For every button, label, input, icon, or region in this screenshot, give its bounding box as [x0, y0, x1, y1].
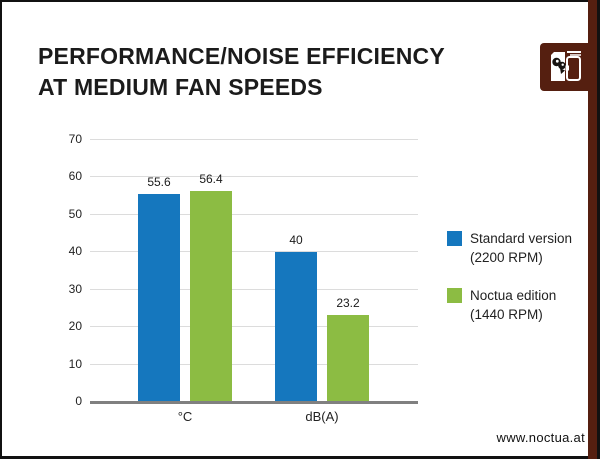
right-border [597, 0, 600, 459]
brand-strip [588, 0, 597, 459]
legend-item: Noctua edition (1440 RPM) [447, 286, 572, 324]
gridline [90, 213, 418, 215]
y-tick-label: 0 [75, 394, 82, 408]
legend-label-line2: (2200 RPM) [470, 250, 543, 265]
gridline [90, 176, 418, 178]
gridline [90, 139, 418, 140]
x-category-label: °C [177, 409, 193, 424]
x-axis-line [90, 401, 418, 404]
title-line-2: AT MEDIUM FAN SPEEDS [38, 74, 323, 100]
gridline [90, 251, 418, 253]
bottom-border [0, 456, 600, 459]
bar-standard-celsius [138, 193, 180, 402]
legend-swatch [447, 231, 462, 246]
y-tick-label: 40 [68, 244, 82, 259]
bar-value-label: 56.4 [199, 171, 223, 186]
legend-label-line1: Noctua edition [470, 288, 557, 303]
bar-noctua-celsius [190, 190, 232, 402]
legend-label: Noctua edition (1440 RPM) [470, 286, 556, 324]
bar-noctua-dba [327, 315, 369, 402]
legend-item: Standard version (2200 RPM) [447, 229, 572, 267]
y-tick-label: 20 [68, 319, 82, 334]
legend-label: Standard version (2200 RPM) [470, 229, 572, 267]
y-tick-label: 50 [68, 206, 82, 221]
gridline [90, 288, 418, 290]
chart-legend: Standard version (2200 RPM) Noctua edition… [447, 229, 572, 324]
legend-swatch [447, 288, 462, 303]
x-axis-category-labels: °C dB(A) [90, 409, 418, 429]
legend-label-line1: Standard version [470, 231, 573, 246]
y-tick-label: 30 [68, 281, 82, 296]
legend-label-line2: (1440 RPM) [470, 307, 543, 322]
gridline [90, 363, 418, 365]
page-title: PERFORMANCE/NOISE EFFICIENCY AT MEDIUM F… [38, 41, 445, 103]
y-tick-label: 10 [68, 356, 82, 371]
gridline [90, 326, 418, 328]
bar-standard-dba [275, 252, 317, 402]
y-tick-label: 70 [68, 132, 82, 146]
left-border [0, 0, 2, 459]
noctua-owl-icon [551, 51, 581, 81]
website-url: www.noctua.at [496, 430, 585, 445]
title-line-1: PERFORMANCE/NOISE EFFICIENCY [38, 43, 445, 69]
y-axis-tick-labels: 0 10 20 30 40 50 60 70 [40, 132, 82, 408]
noctua-logo [540, 43, 588, 91]
y-tick-label: 60 [68, 169, 82, 184]
bar-value-label: 55.6 [147, 174, 171, 189]
bar-value-label: 23.2 [336, 296, 360, 311]
plot-area: 55.6 56.4 40 23.2 [90, 139, 418, 402]
x-category-label: dB(A) [305, 409, 339, 424]
top-border [0, 0, 600, 2]
bar-value-label: 40 [289, 233, 303, 248]
